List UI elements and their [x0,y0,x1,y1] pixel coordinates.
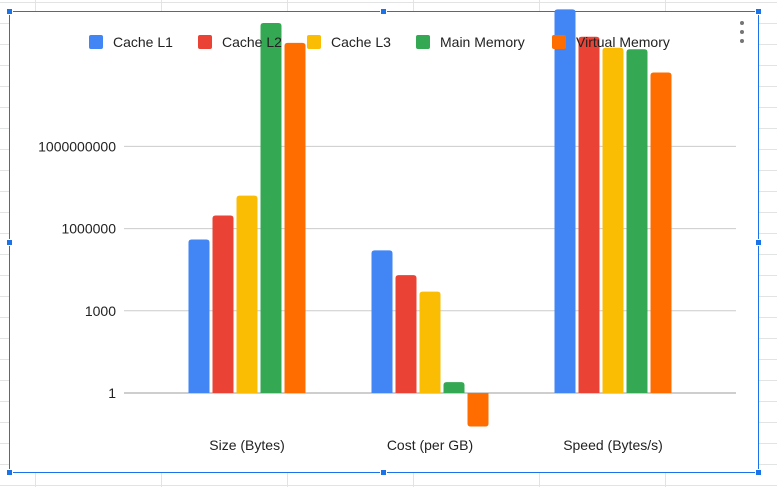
y-tick-label: 1000000 [61,221,116,237]
menu-dot [740,39,744,43]
bar-cache-l1[interactable] [554,9,576,394]
bar-cache-l2[interactable] [578,36,600,394]
legend-swatch[interactable] [307,35,321,49]
legend-swatch[interactable] [89,35,103,49]
resize-handle-top-right[interactable] [755,8,762,15]
bar-cache-l2[interactable] [395,275,417,393]
legend-label[interactable]: Main Memory [440,34,525,50]
bar-cache-l3[interactable] [236,195,258,393]
bar-cache-l1[interactable] [371,250,393,393]
resize-handle-bottom-left[interactable] [6,469,13,476]
x-category-label: Size (Bytes) [209,437,284,453]
bar-cache-l2[interactable] [212,215,234,393]
bar-virtual-memory[interactable] [650,72,672,394]
bar-cache-l1[interactable] [188,239,210,393]
y-tick-label: 1000 [85,303,116,319]
bar-cache-l3[interactable] [602,47,624,394]
bar-virtual-memory[interactable] [467,393,489,427]
bar-main-memory[interactable] [626,49,648,393]
menu-dot [740,30,744,34]
bar-main-memory[interactable] [260,22,282,393]
legend-label[interactable]: Cache L3 [331,34,391,50]
legend-swatch[interactable] [416,35,430,49]
legend-label[interactable]: Cache L2 [222,34,282,50]
bar-main-memory[interactable] [443,382,465,393]
legend-swatch[interactable] [552,35,566,49]
resize-handle-top-left[interactable] [6,8,13,15]
resize-handle-top[interactable] [380,8,387,15]
y-tick-label: 1 [108,385,116,401]
legend-swatch[interactable] [198,35,212,49]
menu-dot [740,21,744,25]
chart-menu-icon[interactable] [737,21,747,43]
legend-label[interactable]: Cache L1 [113,34,173,50]
legend-label[interactable]: Virtual Memory [576,34,670,50]
resize-handle-left[interactable] [6,239,13,246]
resize-handle-right[interactable] [755,239,762,246]
bar-cache-l3[interactable] [419,291,441,393]
resize-handle-bottom-right[interactable] [755,469,762,476]
bar-virtual-memory[interactable] [284,42,306,393]
x-category-label: Cost (per GB) [387,437,473,453]
resize-handle-bottom[interactable] [380,469,387,476]
y-tick-label: 1000000000 [38,138,116,154]
x-category-label: Speed (Bytes/s) [563,437,663,453]
